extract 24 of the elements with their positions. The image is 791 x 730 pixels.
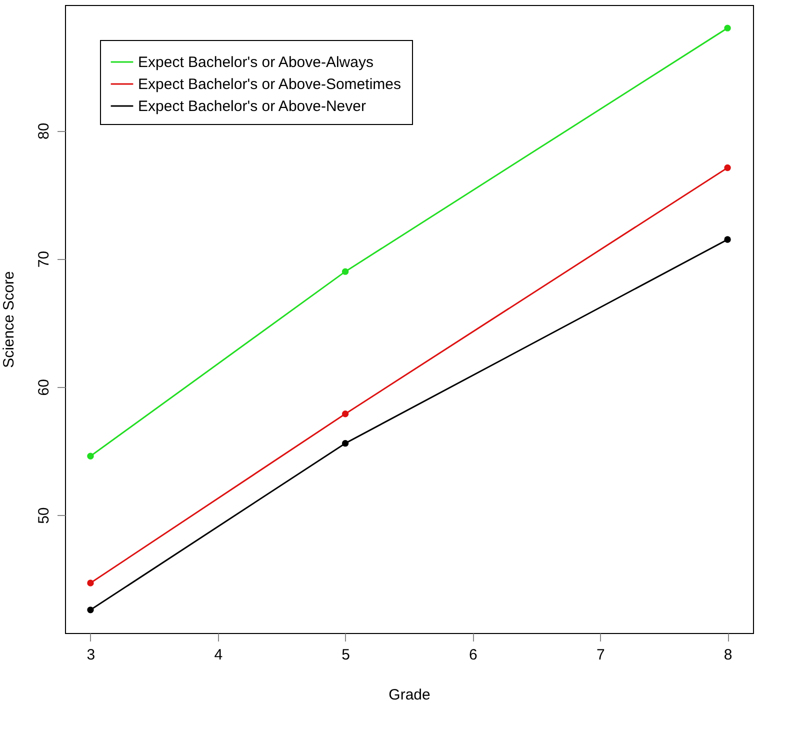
y-axis-title: Science Score	[0, 271, 18, 368]
x-tick-label: 8	[724, 646, 732, 664]
point	[724, 24, 731, 32]
y-tick-label: 80	[36, 122, 52, 140]
y-tick-label: 60	[36, 379, 52, 396]
legend-label: Expect Bachelor's or Above-Sometimes	[138, 76, 401, 93]
point	[724, 236, 731, 243]
y-tick-label: 50	[36, 507, 52, 524]
x-tick-label: 3	[86, 646, 96, 664]
legend-label: Expect Bachelor's or Above-Never	[138, 98, 366, 115]
y-tick-label: 70	[36, 250, 52, 268]
point	[87, 580, 94, 586]
point	[342, 268, 349, 275]
x-tick-label: 6	[469, 646, 478, 664]
point	[342, 410, 349, 418]
point	[724, 164, 731, 172]
point	[87, 606, 94, 614]
point	[87, 452, 94, 460]
x-tick-label: 4	[214, 646, 223, 664]
legend-label: Expect Bachelor's or Above-Always	[138, 54, 374, 71]
x-tick-label: 5	[342, 646, 350, 664]
x-tick-label: 7	[596, 646, 605, 664]
point	[342, 440, 349, 447]
x-axis-title: Grade	[388, 686, 430, 704]
